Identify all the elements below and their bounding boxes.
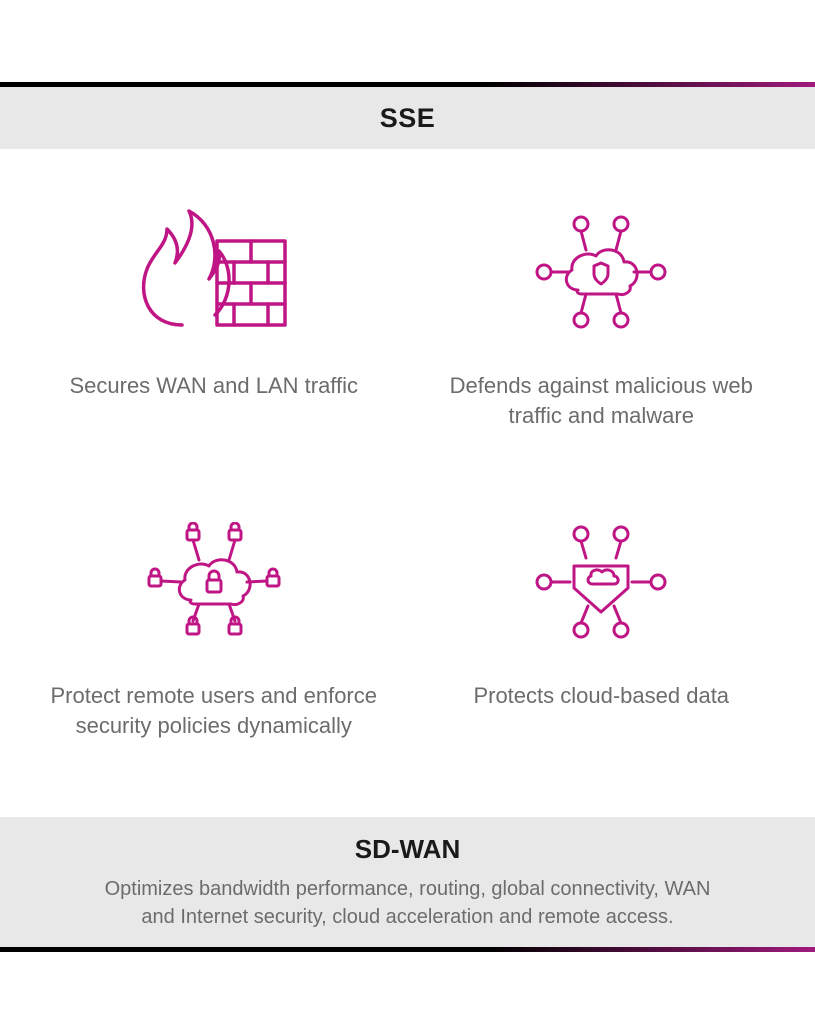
sdwan-footer: SD-WAN Optimizes bandwidth performance, …: [0, 817, 815, 947]
sse-cell-1: Defends against malicious web traffic an…: [418, 197, 786, 467]
top-spacer: [0, 0, 815, 82]
sse-title: SSE: [380, 103, 436, 134]
sse-header: SSE: [0, 87, 815, 149]
sse-cell-2: Protect remote users and enforce securit…: [30, 507, 398, 777]
sse-cell-1-caption: Defends against malicious web traffic an…: [431, 371, 771, 430]
accent-line-bottom: [0, 947, 815, 952]
sse-cell-0-caption: Secures WAN and LAN traffic: [69, 371, 358, 401]
cloud-shield-network-icon: [526, 197, 676, 347]
sse-grid: Secures WAN and LAN traffic: [0, 149, 815, 817]
sse-cell-3: Protects cloud-based data: [418, 507, 786, 777]
sse-cell-3-caption: Protects cloud-based data: [473, 681, 729, 711]
sse-cell-0: Secures WAN and LAN traffic: [30, 197, 398, 467]
firewall-flame-icon: [129, 197, 299, 347]
sdwan-title: SD-WAN: [355, 834, 460, 865]
sdwan-description: Optimizes bandwidth performance, routing…: [88, 875, 728, 931]
cloud-badge-network-icon: [526, 507, 676, 657]
cloud-lock-network-icon: [139, 507, 289, 657]
sse-cell-2-caption: Protect remote users and enforce securit…: [44, 681, 384, 740]
